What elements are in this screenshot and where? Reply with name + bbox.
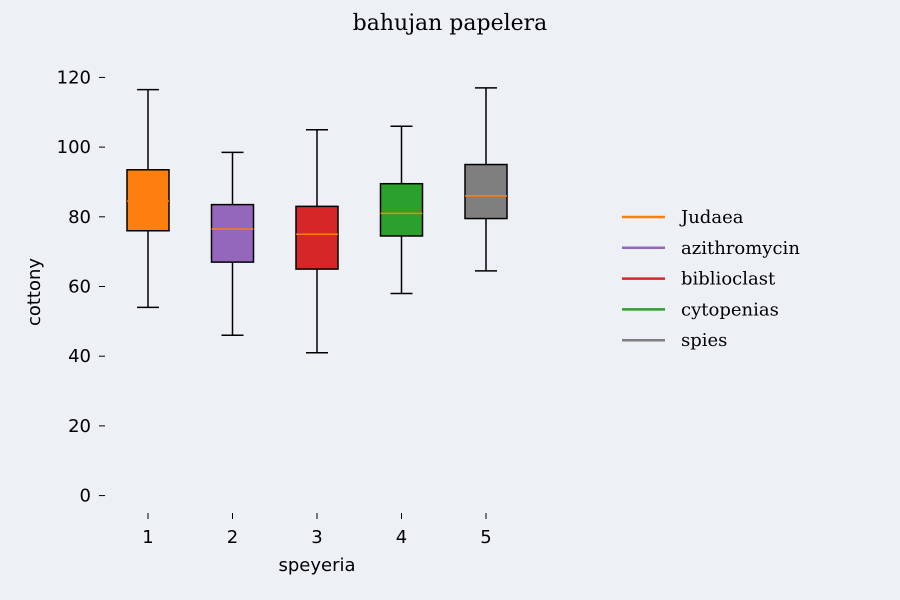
- legend-label: biblioclast: [681, 269, 776, 290]
- y-axis-label: cottony: [24, 258, 45, 326]
- legend-item-Judaea: Judaea: [622, 207, 744, 228]
- x-axis: 1 2 3 4 5: [142, 513, 492, 548]
- y-axis: 0 20 40 60 80 100 120: [57, 67, 105, 507]
- box-body: [379, 182, 424, 237]
- y-tick-label-80: 80: [68, 207, 91, 228]
- y-tick-label-40: 40: [68, 346, 91, 367]
- legend-label: cytopenias: [681, 299, 779, 320]
- y-tick-label-100: 100: [57, 137, 91, 158]
- legend-item-azithromycin: azithromycin: [622, 238, 800, 259]
- legend-item-spies: spies: [622, 330, 727, 351]
- box-3: [295, 128, 339, 354]
- x-tick-label-5: 5: [480, 527, 491, 548]
- y-tick-label-20: 20: [68, 416, 91, 437]
- legend-label: spies: [681, 330, 727, 351]
- legend: Judaea azithromycin biblioclast cytopenias s…: [622, 207, 800, 351]
- box-body: [126, 169, 170, 232]
- x-tick-label-2: 2: [227, 527, 238, 548]
- box-body: [210, 203, 255, 263]
- box-1: [126, 88, 170, 309]
- x-tick-label-4: 4: [396, 527, 407, 548]
- box-4: [379, 125, 424, 295]
- box-5: [464, 87, 508, 272]
- legend-item-cytopenias: cytopenias: [622, 299, 779, 320]
- box-body: [295, 205, 339, 270]
- x-tick-label-3: 3: [311, 527, 322, 548]
- x-axis-label: speyeria: [278, 555, 355, 576]
- chart-title: bahujan papelera: [353, 11, 548, 36]
- box-2: [210, 151, 255, 337]
- legend-item-biblioclast: biblioclast: [622, 269, 776, 290]
- x-tick-label-1: 1: [142, 527, 153, 548]
- y-tick-label-0: 0: [80, 486, 91, 507]
- y-tick-label-60: 60: [68, 277, 91, 298]
- boxes: [126, 87, 508, 354]
- legend-label: Judaea: [679, 207, 744, 228]
- box-body: [464, 163, 508, 220]
- legend-label: azithromycin: [681, 238, 800, 259]
- y-tick-label-120: 120: [57, 67, 91, 88]
